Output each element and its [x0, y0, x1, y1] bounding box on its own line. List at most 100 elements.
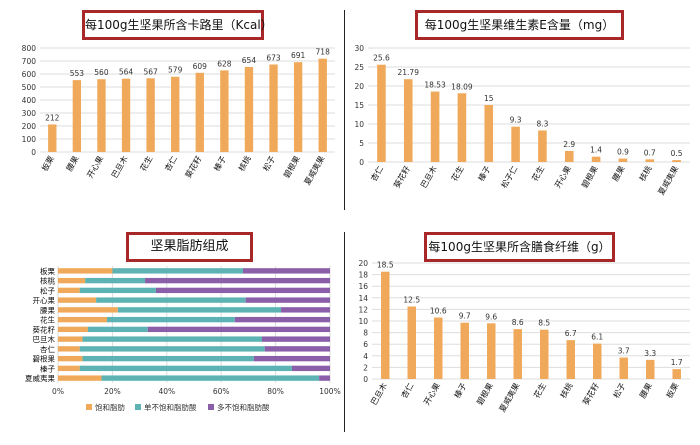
bar	[645, 159, 655, 162]
data-label: 560	[94, 68, 109, 77]
y-tick-label: 葵花籽	[33, 324, 56, 334]
x-tick-label: 杏仁	[368, 164, 385, 183]
bar	[407, 306, 416, 379]
stacked-segment	[58, 355, 83, 362]
bar	[269, 64, 278, 152]
bar	[457, 93, 467, 162]
y-tick-label: 100	[22, 135, 37, 144]
y-tick-label: 700	[22, 57, 37, 66]
bar	[513, 329, 522, 379]
bar	[244, 66, 254, 152]
bar	[146, 78, 155, 152]
y-tick-label: 0	[363, 375, 368, 384]
x-tick-label: 开心果	[553, 165, 573, 190]
stacked-segment	[155, 287, 330, 294]
divider-vertical-top	[344, 10, 345, 210]
stacked-segment	[112, 268, 243, 274]
stacked-segment	[234, 316, 330, 323]
y-tick-label: 榛子	[40, 363, 55, 373]
y-tick-label: 800	[22, 44, 37, 53]
bar	[460, 322, 469, 379]
x-tick-label: 松子	[261, 154, 278, 173]
bar	[487, 323, 496, 379]
data-label: 6.7	[565, 329, 577, 338]
x-tick-label: 榛子	[211, 154, 228, 173]
bar	[97, 79, 106, 152]
y-tick-label: 杏仁	[40, 344, 55, 354]
fat-composition-stacked-bar-chart: 0% 20% 40% 60% 80% 100% 板栗核桃松子开心果腰果花生葵花籽巴旦木杏仁碧…	[25, 266, 341, 412]
bar	[48, 124, 57, 152]
data-label: 12.5	[403, 296, 420, 305]
stacked-segment	[117, 307, 282, 313]
data-label: 8.6	[512, 318, 524, 327]
stacked-segment	[291, 365, 330, 372]
stacked-segment	[58, 268, 113, 274]
x-tick-label: 花生	[449, 164, 466, 183]
y-tick-label: 500	[22, 83, 37, 92]
stacked-segment	[87, 326, 148, 333]
x-tick-label: 巴旦木	[109, 154, 130, 180]
x-tick-label: 核桃	[558, 381, 575, 400]
legend-label: 单不饱和脂肪酸	[144, 402, 197, 412]
bar	[540, 329, 549, 379]
bar	[538, 130, 547, 162]
x-tick-label: 花生	[529, 164, 546, 183]
bar	[72, 80, 82, 152]
stacked-segment	[101, 375, 320, 381]
fat-composition-chart-title: 坚果脂肪组成	[126, 232, 253, 262]
bar	[318, 58, 327, 152]
y-tick-label: 8	[363, 329, 368, 338]
stacked-segment	[319, 375, 330, 381]
stacked-segment	[58, 375, 102, 381]
y-tick-label: 0	[31, 148, 36, 157]
data-label: 9.7	[459, 312, 471, 321]
stacked-segment	[281, 307, 330, 313]
y-tick-label: 300	[22, 109, 37, 118]
calories-bar-chart: 0 100 200 300 400 500 600 700 800 212 板栗 553 腰果 560 开心…	[22, 44, 335, 187]
bar	[484, 105, 494, 162]
y-tick-label: 6	[363, 340, 368, 349]
y-tick-label: 10	[354, 120, 364, 129]
stacked-segment	[58, 336, 83, 342]
y-tick-label: 花生	[40, 315, 55, 325]
data-label: 9.3	[510, 116, 522, 125]
y-tick-label: 20	[358, 259, 368, 268]
data-label: 691	[291, 51, 306, 60]
x-tick-label: 杏仁	[162, 154, 179, 173]
data-label: 3.7	[618, 347, 630, 356]
stacked-segment	[96, 297, 246, 303]
data-label: 6.1	[591, 333, 603, 342]
y-tick-label: 板栗	[40, 266, 55, 276]
stacked-segment	[58, 297, 97, 303]
x-tick-label: 巴旦木	[368, 381, 389, 407]
x-tick-label: 腰果	[65, 155, 81, 173]
x-tick-label: 葵花籽	[580, 381, 601, 407]
data-label: 673	[266, 54, 281, 63]
x-tick-label: 核桃	[637, 164, 654, 183]
x-tick-label: 杏仁	[399, 381, 416, 400]
legend-swatch	[86, 404, 92, 410]
x-tick-label: 碧根果	[281, 154, 302, 180]
fiber-bar-chart: 0 2 4 6 8 10 12 14 16 18 20 18.5 巴旦木 12.5 杏仁 10.6 开心果 9.7…	[358, 259, 690, 414]
y-tick-label: 30	[354, 44, 364, 53]
data-label: 8.5	[538, 319, 550, 328]
stacked-segment	[145, 277, 330, 284]
y-tick-label: 10	[358, 317, 368, 326]
x-tick-label: 松子仁	[499, 164, 520, 190]
bar	[195, 72, 204, 152]
x-tick-label: 腰果	[638, 382, 654, 400]
bar	[293, 62, 303, 152]
x-tick-label: 榛子	[452, 381, 469, 400]
stacked-segment	[245, 297, 330, 303]
y-tick-label: 15	[354, 101, 364, 110]
x-tick-label: 夏威夷果	[302, 154, 327, 187]
x-tick-label: 花生	[531, 381, 548, 400]
bar	[381, 271, 390, 379]
x-tick-label: 40%	[158, 387, 175, 396]
bar	[511, 126, 520, 162]
bar	[566, 340, 575, 379]
data-label: 18.09	[451, 82, 473, 91]
bar	[377, 64, 386, 162]
x-tick-label: 80%	[267, 387, 284, 396]
legend-label: 多不饱和脂肪酸	[217, 402, 270, 412]
